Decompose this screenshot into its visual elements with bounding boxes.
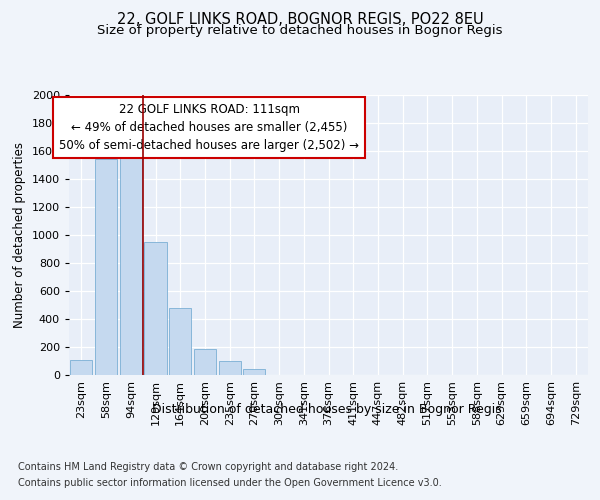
Bar (145, 242, 167, 375)
Bar (243, 370, 265, 375)
Text: Contains HM Land Registry data © Crown copyright and database right 2024.: Contains HM Land Registry data © Crown c… (18, 462, 398, 472)
Text: 22 GOLF LINKS ROAD: 111sqm
← 49% of detached houses are smaller (2,455)
50% of s: 22 GOLF LINKS ROAD: 111sqm ← 49% of deta… (59, 104, 359, 152)
Text: Size of property relative to detached houses in Bognor Regis: Size of property relative to detached ho… (97, 24, 503, 37)
Bar (169, 308, 191, 375)
Bar (194, 349, 216, 375)
Bar (218, 361, 241, 375)
Text: Contains public sector information licensed under the Open Government Licence v3: Contains public sector information licen… (18, 478, 442, 488)
Bar (119, 155, 142, 375)
Text: Distribution of detached houses by size in Bognor Regis: Distribution of detached houses by size … (152, 402, 502, 415)
Y-axis label: Number of detached properties: Number of detached properties (13, 142, 26, 328)
Text: 22, GOLF LINKS ROAD, BOGNOR REGIS, PO22 8EU: 22, GOLF LINKS ROAD, BOGNOR REGIS, PO22 … (116, 12, 484, 28)
Bar (95, 160, 117, 375)
Bar (70, 360, 92, 375)
